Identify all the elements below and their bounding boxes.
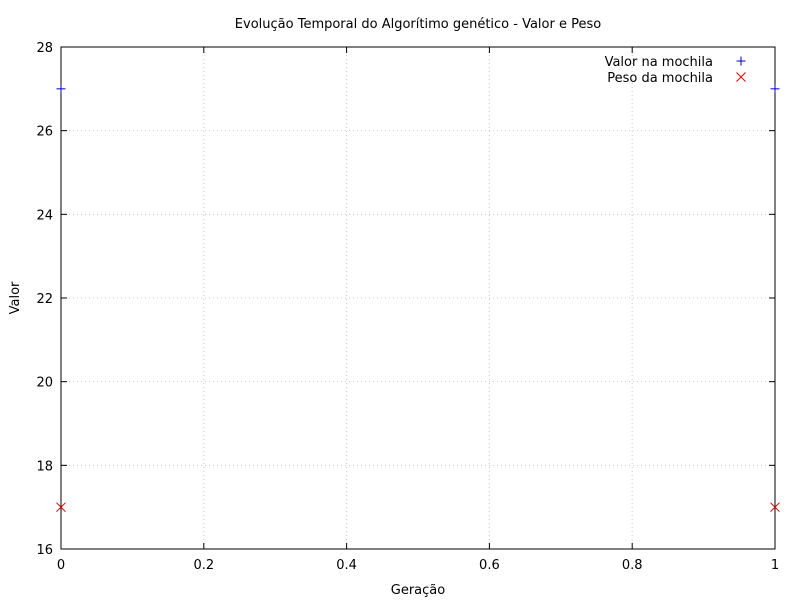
x-tick-label: 0.6 bbox=[479, 558, 500, 573]
y-tick-label: 18 bbox=[36, 459, 53, 474]
data-points bbox=[56, 84, 780, 513]
x-axis-label: Geração bbox=[391, 583, 445, 598]
peso-point bbox=[770, 502, 780, 513]
y-tick-label: 16 bbox=[36, 543, 53, 558]
y-tick-label: 24 bbox=[36, 208, 53, 223]
tick-labels: 0 0.2 0.4 0.6 0.8 1 16 18 20 22 24 26 28 bbox=[36, 41, 779, 573]
legend-label: Valor na mochila bbox=[605, 55, 713, 70]
x-tick-label: 0 bbox=[57, 558, 65, 573]
grid bbox=[61, 47, 775, 549]
chart-title: Evolução Temporal do Algorítimo genético… bbox=[235, 17, 601, 32]
x-tick-label: 0.8 bbox=[622, 558, 643, 573]
valor-point bbox=[56, 84, 66, 94]
peso-point bbox=[56, 502, 66, 513]
legend-marker bbox=[736, 56, 746, 66]
y-axis-label: Valor bbox=[8, 281, 23, 314]
y-tick-label: 22 bbox=[36, 292, 53, 307]
x-tick-label: 0.2 bbox=[193, 558, 214, 573]
y-tick-label: 28 bbox=[36, 41, 53, 56]
legend-marker bbox=[736, 72, 746, 82]
plot-frame bbox=[60, 46, 776, 550]
valor-point bbox=[770, 84, 780, 94]
legend-label: Peso da mochila bbox=[607, 71, 713, 86]
x-tick-label: 1 bbox=[771, 558, 779, 573]
y-tick-label: 20 bbox=[36, 376, 53, 391]
y-tick-label: 26 bbox=[36, 125, 53, 140]
x-tick-label: 0.4 bbox=[336, 558, 357, 573]
